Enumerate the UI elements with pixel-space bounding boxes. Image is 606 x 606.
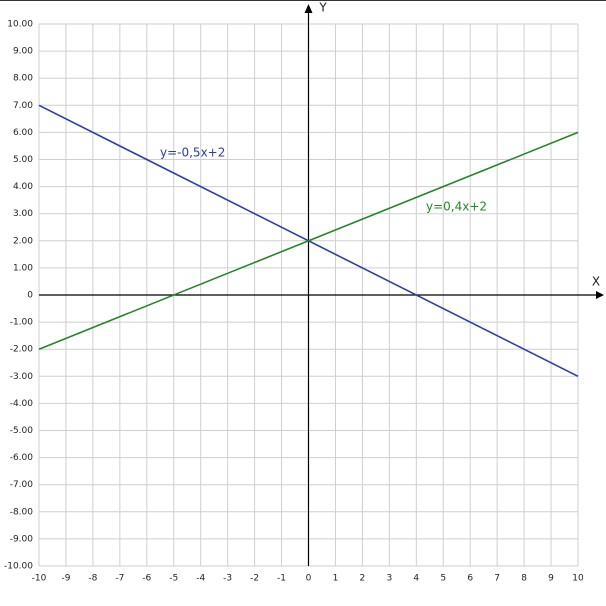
y-tick-label: -4.00 xyxy=(10,399,34,409)
y-tick-label: 6.00 xyxy=(13,128,33,138)
y-tick-label: 2.00 xyxy=(13,236,33,246)
x-tick-label: 0 xyxy=(306,574,312,584)
y-tick-label: 0 xyxy=(27,291,33,301)
y-tick-label: 9.00 xyxy=(13,47,33,57)
y-tick-label: 5.00 xyxy=(13,155,33,165)
y-tick-label: 8.00 xyxy=(13,74,33,84)
y-axis-label: Y xyxy=(318,1,327,15)
y-tick-label: -6.00 xyxy=(10,453,34,463)
y-tick-label: -10.00 xyxy=(4,562,33,572)
x-tick-label: 6 xyxy=(467,574,473,584)
x-tick-label: -9 xyxy=(61,574,70,584)
x-tick-label: 9 xyxy=(548,574,554,584)
y-tick-label: 10.00 xyxy=(7,20,33,30)
y-axis-arrow xyxy=(304,4,313,13)
data-line xyxy=(38,131,579,350)
x-tick-label: 4 xyxy=(413,574,419,584)
x-tick-label: -6 xyxy=(142,574,151,584)
y-tick-label: -7.00 xyxy=(10,480,34,490)
y-tick-label: -9.00 xyxy=(10,534,34,544)
x-tick-label: -4 xyxy=(196,574,205,584)
y-tick-label: 1.00 xyxy=(13,263,33,273)
x-tick-label: -8 xyxy=(88,574,97,584)
x-tick-label: 10 xyxy=(572,574,584,584)
x-tick-label: 3 xyxy=(386,574,392,584)
y-tick-label: -8.00 xyxy=(10,507,34,517)
line-label: y=0,4x+2 xyxy=(426,200,487,214)
y-tick-label: 7.00 xyxy=(13,101,33,111)
x-tick-label: 7 xyxy=(494,574,500,584)
x-axis-arrow xyxy=(596,291,604,299)
x-tick-label: -1 xyxy=(277,574,286,584)
y-tick-label: 3.00 xyxy=(13,209,33,219)
y-tick-label: -2.00 xyxy=(10,345,34,355)
x-tick-label: 5 xyxy=(440,574,446,584)
x-tick-label: -3 xyxy=(223,574,232,584)
x-tick-label: -2 xyxy=(250,574,259,584)
y-tick-label: 4.00 xyxy=(13,182,33,192)
y-tick-label: -5.00 xyxy=(10,426,34,436)
x-tick-label: -5 xyxy=(169,574,178,584)
x-axis-label: X xyxy=(592,275,600,289)
x-tick-label: -10 xyxy=(32,574,47,584)
x-tick-label: 8 xyxy=(521,574,527,584)
x-tick-label: 1 xyxy=(333,574,339,584)
x-tick-label: 2 xyxy=(360,574,366,584)
x-tick-label: -7 xyxy=(115,574,124,584)
y-tick-label: -3.00 xyxy=(10,372,34,382)
y-tick-label: -1.00 xyxy=(10,318,34,328)
line-label: y=-0,5x+2 xyxy=(160,146,225,160)
